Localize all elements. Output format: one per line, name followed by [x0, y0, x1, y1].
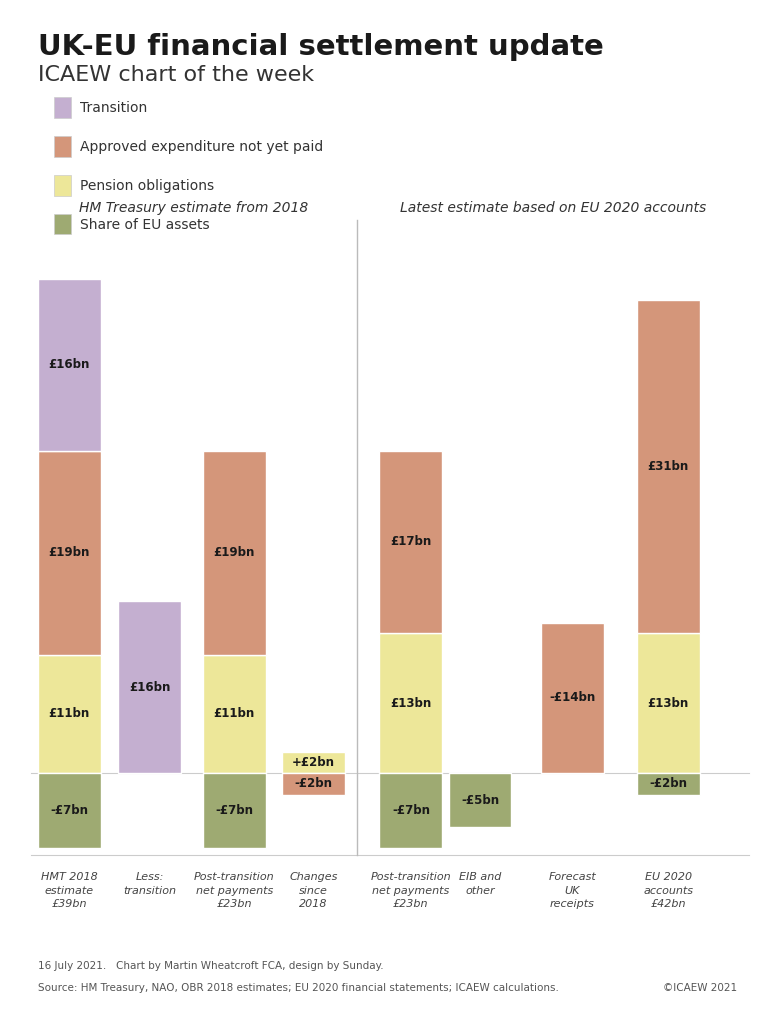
Text: Forecast
UK
receipts: Forecast UK receipts — [548, 872, 596, 909]
Text: £16bn: £16bn — [129, 681, 170, 693]
Text: £19bn: £19bn — [214, 546, 255, 559]
Text: Transition: Transition — [80, 101, 147, 116]
Bar — [282, 752, 345, 773]
Text: -£7bn: -£7bn — [50, 804, 88, 817]
Bar — [449, 773, 511, 827]
Text: £17bn: £17bn — [390, 536, 432, 549]
Text: Source: HM Treasury, NAO, OBR 2018 estimates; EU 2020 financial statements; ICAE: Source: HM Treasury, NAO, OBR 2018 estim… — [38, 983, 559, 993]
Text: Post-transition
net payments
£23bn: Post-transition net payments £23bn — [371, 872, 451, 909]
Text: Changes
since
2018: Changes since 2018 — [290, 872, 337, 909]
Bar — [38, 773, 101, 848]
Text: £16bn: £16bn — [48, 358, 90, 371]
Text: Approved expenditure not yet paid: Approved expenditure not yet paid — [80, 140, 323, 155]
Text: £13bn: £13bn — [647, 696, 689, 710]
Bar — [38, 279, 101, 451]
Text: Latest estimate based on EU 2020 accounts: Latest estimate based on EU 2020 account… — [400, 201, 706, 215]
Bar — [203, 773, 266, 848]
Text: UK-EU financial settlement update: UK-EU financial settlement update — [38, 33, 604, 60]
Text: -£7bn: -£7bn — [392, 804, 430, 817]
Text: HMT 2018
estimate
£39bn: HMT 2018 estimate £39bn — [41, 872, 98, 909]
Text: ©ICAEW 2021: ©ICAEW 2021 — [663, 983, 737, 993]
Bar — [379, 773, 442, 848]
Text: HM Treasury estimate from 2018: HM Treasury estimate from 2018 — [79, 201, 309, 215]
Text: £11bn: £11bn — [48, 708, 90, 721]
Bar — [541, 623, 604, 773]
Text: -£14bn: -£14bn — [549, 691, 595, 705]
Text: 16 July 2021.   Chart by Martin Wheatcroft FCA, design by Sunday.: 16 July 2021. Chart by Martin Wheatcroft… — [38, 961, 384, 971]
Text: Post-transition
net payments
£23bn: Post-transition net payments £23bn — [194, 872, 274, 909]
Text: -£2bn: -£2bn — [294, 777, 333, 791]
Text: -£2bn: -£2bn — [649, 777, 687, 791]
Bar — [637, 300, 700, 633]
Bar — [54, 175, 71, 196]
Text: £19bn: £19bn — [48, 546, 90, 559]
Bar — [637, 633, 700, 773]
Text: Pension obligations: Pension obligations — [80, 179, 214, 194]
Bar — [38, 451, 101, 655]
Bar — [282, 773, 345, 795]
Bar — [637, 773, 700, 795]
Text: £31bn: £31bn — [647, 460, 689, 473]
Bar — [54, 136, 71, 157]
Bar — [54, 214, 71, 234]
Text: -£5bn: -£5bn — [461, 794, 499, 807]
Bar — [203, 451, 266, 655]
Text: £13bn: £13bn — [390, 696, 432, 710]
Text: -£7bn: -£7bn — [215, 804, 253, 817]
Bar — [379, 451, 442, 633]
Text: ICAEW chart of the week: ICAEW chart of the week — [38, 65, 315, 85]
Text: Share of EU assets: Share of EU assets — [80, 218, 210, 232]
Text: EU 2020
accounts
£42bn: EU 2020 accounts £42bn — [643, 872, 694, 909]
Text: £11bn: £11bn — [214, 708, 255, 721]
Bar — [54, 97, 71, 118]
Text: +£2bn: +£2bn — [292, 756, 335, 769]
Bar — [379, 633, 442, 773]
Text: Less:
transition: Less: transition — [123, 872, 177, 896]
Text: EIB and
other: EIB and other — [458, 872, 502, 896]
Bar — [203, 655, 266, 773]
Bar — [38, 655, 101, 773]
Bar — [118, 601, 181, 773]
